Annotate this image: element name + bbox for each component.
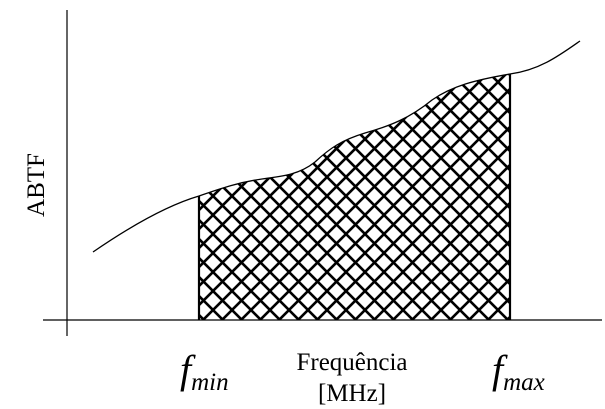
x-axis-label-line2: [MHz] — [318, 380, 386, 407]
f-max-subscript: max — [503, 369, 545, 396]
hatched-band — [199, 74, 510, 320]
x-axis-label-line1: Frequência — [296, 349, 407, 376]
f-min-label: fmin — [180, 347, 229, 396]
f-max-label: fmax — [492, 347, 545, 396]
y-axis-label: ABTF — [23, 153, 50, 217]
abtf-curve — [92, 40, 581, 253]
f-min-subscript: min — [191, 369, 229, 396]
